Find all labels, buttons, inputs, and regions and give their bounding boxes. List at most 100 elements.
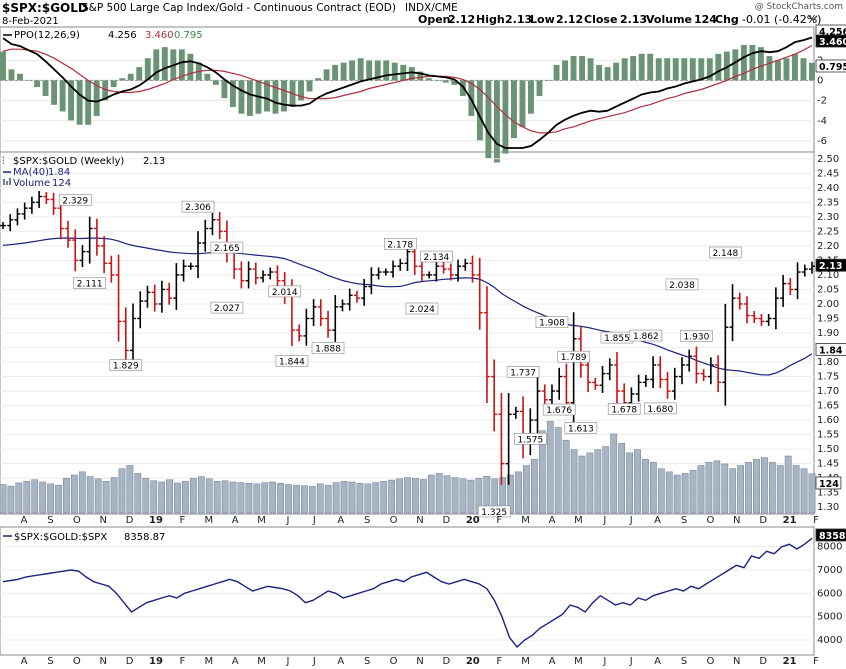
ppo-histogram-bar [442, 80, 449, 83]
ppo-histogram-bar [621, 58, 628, 81]
price-annotation-box [210, 301, 244, 314]
volume-bar [316, 483, 324, 514]
time-tick-label: J [286, 656, 290, 667]
price-annotation: 2.165 [214, 244, 240, 254]
ohlc-bar [216, 212, 223, 240]
volume-bar [507, 474, 514, 514]
time-tick-label: A [337, 515, 344, 526]
ppo-tick-label: -2 [817, 96, 827, 107]
price-tick-label: 2.00 [817, 299, 839, 310]
volume-bar [808, 473, 816, 514]
ppo-histogram-bar [161, 47, 168, 81]
volume-bar [586, 452, 594, 514]
ratio-tick-label: 8000 [817, 542, 842, 553]
volume-bar [427, 474, 435, 514]
ohlc-bar [130, 303, 137, 366]
volume-bar [182, 481, 189, 514]
time-axis: A A S S O O N N D D 19 19 F F M M A A M M J J J J A A S S O O N N D D 20 20… [21, 515, 820, 667]
time-tick-label: J [629, 515, 633, 526]
price-annotation: 1.844 [279, 357, 305, 367]
volume-bar [174, 482, 181, 514]
ma-current-label-tag [815, 343, 846, 356]
chart-exchange: INDX/CME [405, 2, 458, 14]
price-tick-label: 1.45 [817, 459, 839, 470]
ohlc-icon: ⫶ [2, 156, 5, 167]
ratio-line [2, 537, 813, 649]
ratio-tick-label: 5000 [817, 612, 842, 623]
ppo-histogram-bar [570, 56, 577, 81]
ppo-histogram-bar [153, 49, 160, 81]
price-annotation: 2.148 [712, 249, 738, 259]
volume-bar [253, 483, 261, 514]
volume-bar [419, 479, 427, 514]
ohlc-bar [296, 324, 303, 342]
ohlc-bar [332, 295, 339, 342]
ohlc-bar [353, 290, 360, 303]
ppo-histogram-bar [749, 44, 756, 81]
ohlc-bar [505, 393, 512, 485]
ppo-histogram-bar [485, 80, 492, 159]
ohlc-bar [512, 406, 519, 419]
ohlc-bar [397, 258, 404, 271]
price-annotation-box [477, 505, 511, 518]
volume-bar [380, 481, 388, 514]
low-value: 2.12 [556, 13, 583, 26]
volume-bar [673, 474, 681, 514]
watermark: @ StockCharts.com [755, 2, 843, 12]
volume-bar [213, 481, 221, 514]
volume-bar [412, 477, 419, 514]
time-tick-label: M [257, 656, 266, 667]
ohlc-bar [303, 308, 310, 346]
price-annotation: 2.027 [214, 304, 240, 314]
price-tick-label: 1.30 [817, 502, 839, 513]
ohlc-bar [346, 288, 353, 311]
time-tick-label: 21 [783, 515, 797, 526]
ppo-histogram-bar [587, 58, 594, 81]
ppo-histogram-bar [672, 58, 679, 81]
ppo-histogram-bar [340, 62, 347, 81]
collapse-icon[interactable] [808, 15, 818, 21]
ppo-histogram-bar [332, 64, 339, 81]
ppo-histogram-bar [264, 80, 270, 112]
ohlc-bar [317, 299, 324, 327]
price-annotation: 1.680 [647, 405, 673, 415]
volume-current-label-tag [815, 476, 842, 490]
volume-bar [229, 481, 237, 514]
ohlc-bar [483, 286, 490, 404]
time-tick-label: J [602, 656, 606, 667]
ohlc-bar [606, 358, 613, 381]
ppo-histogram-bar [374, 60, 381, 81]
ppo-histogram-bar [391, 62, 398, 81]
time-tick-label: N [416, 515, 423, 526]
ohlc-bar [101, 236, 108, 274]
ma-current-label: 1.84 [819, 345, 843, 356]
ppo-legend-name: PPO(12,26,9) [14, 30, 80, 41]
ohlc-bar [382, 268, 389, 276]
volume-bar [205, 478, 213, 514]
time-tick-label: F [496, 656, 502, 667]
ppo-histogram-bar [536, 80, 543, 96]
price-annotation: 2.111 [77, 280, 103, 290]
volume-bar [776, 465, 784, 514]
ppo-histogram-bar [59, 80, 66, 112]
ratio-tick-label: 6000 [817, 588, 842, 599]
price-annotation: 1.789 [561, 353, 587, 363]
time-tick-label: A [549, 656, 556, 667]
time-tick-label: J [286, 515, 290, 526]
volume-bar [269, 481, 277, 514]
ohlc-bar [245, 261, 252, 289]
ohlc-bar [267, 267, 274, 280]
ohlc-bar [7, 214, 14, 232]
price-annotation: 1.737 [510, 368, 536, 378]
volume-bar [800, 468, 808, 514]
volume-bar [713, 460, 721, 514]
price-annotation: 2.178 [387, 240, 413, 250]
ratio-tick-label: 7000 [817, 565, 842, 576]
time-tick-label: F [180, 515, 186, 526]
ppo-histogram-bar [510, 80, 517, 139]
ppo-histogram-bar [809, 62, 815, 81]
volume-bar [768, 462, 776, 514]
ppo-tick-label: -4 [817, 116, 827, 127]
ohlc-bar [14, 208, 21, 226]
